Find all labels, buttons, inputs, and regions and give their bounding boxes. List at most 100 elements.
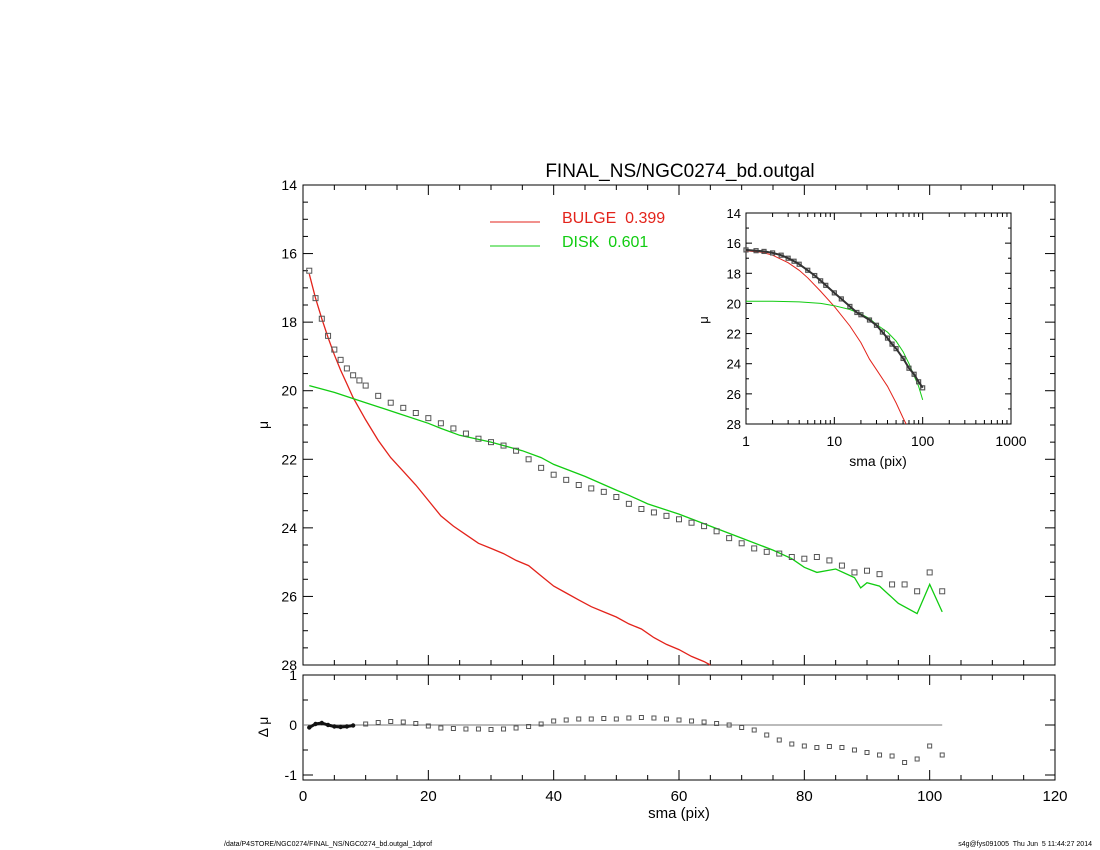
main-data-point [939, 588, 946, 595]
residual-data-point [776, 737, 782, 743]
main-data-point [801, 555, 808, 562]
main-data-point [600, 488, 607, 495]
residual-data-point [726, 722, 732, 728]
main-data-point [437, 420, 444, 427]
main-data-point [362, 382, 369, 389]
main-data-point [701, 523, 708, 530]
main-data-point [525, 456, 532, 463]
disk-model-line [309, 384, 943, 615]
inset-data-point [831, 290, 837, 296]
inset-y-tick-label: 14 [727, 206, 741, 221]
main-data-point [663, 512, 670, 519]
inset-data-point [884, 335, 891, 341]
main-data-point [513, 447, 520, 454]
inset-data-point [873, 322, 880, 328]
residual-series-group [303, 715, 945, 765]
residual-data-point [889, 753, 895, 759]
residual-data-point [438, 725, 444, 731]
inset-y-tick-label: 18 [727, 266, 741, 281]
residual-data-point [626, 715, 632, 721]
residual-inner-trace [308, 721, 354, 729]
inset-y-tick-label: 28 [727, 417, 741, 432]
main-data-point [425, 415, 432, 422]
main-profile-panel: FINAL_NS/NGC0274_bd.outgal 14 16 18 20 22 24 2… [255, 161, 1056, 673]
inset-data-point [889, 341, 895, 347]
residual-data-point [864, 750, 870, 755]
main-data-point [306, 267, 313, 274]
main-y-tick-label: 14 [281, 177, 297, 193]
main-data-point [412, 410, 419, 416]
main-title: FINAL_NS/NGC0274_bd.outgal [545, 161, 814, 182]
residual-data-point [927, 743, 933, 749]
main-y-tick-label: 22 [281, 451, 297, 467]
inset-data-point [916, 379, 922, 385]
inset-data-point [847, 303, 853, 310]
residual-y-axis-label: Δ μ [255, 717, 271, 738]
bulge-model-line [308, 273, 711, 666]
residual-data-point [488, 727, 494, 732]
main-data-point [475, 435, 482, 442]
main-series-group [306, 267, 946, 666]
main-data-point [851, 569, 858, 576]
residual-data-point [400, 719, 406, 725]
residual-data-point [689, 718, 695, 724]
main-data-point [788, 554, 795, 560]
residual-data-point [651, 715, 657, 721]
residual-data-point [425, 723, 431, 729]
residual-data-point [563, 717, 569, 723]
legend: BULGE 0.399 DISK 0.601 [490, 210, 665, 251]
main-data-point [550, 471, 557, 478]
main-data-point [688, 519, 695, 526]
residual-plot-frame [302, 674, 1056, 781]
main-data-point [563, 476, 570, 483]
residual-data-point [375, 720, 381, 725]
main-y-tick-label: 18 [281, 314, 297, 330]
inset-y-axis-label: μ [696, 316, 711, 324]
footer-timestamp: s4g@fys091005 Thu Jun 5 11:44:27 2014 [958, 841, 1092, 848]
main-data-point [838, 562, 845, 569]
residual-data-point [475, 726, 481, 732]
main-y-tick-label: 20 [281, 383, 297, 399]
inset-plot-frame [745, 212, 1012, 425]
main-data-point [575, 482, 582, 488]
inset-y-tick-label: 20 [727, 296, 741, 311]
main-data-point [864, 567, 870, 574]
inset-x-tick-label: 1 [742, 433, 750, 449]
main-data-point [889, 581, 896, 588]
inset-log-panel: 14 16 18 20 22 24 26 281 10 100 1000 sma (pix) μ [696, 206, 1027, 469]
main-data-point [318, 315, 325, 322]
inset-x-axis-label: sma (pix) [849, 453, 907, 469]
residual-data-point [601, 716, 607, 721]
main-data-point [638, 506, 645, 512]
residual-data-point [701, 719, 707, 725]
residual-data-point [789, 741, 795, 747]
inset-x-tick-label: 10 [827, 433, 843, 449]
residual-data-point [839, 745, 845, 750]
inset-axis-ticks: 14 16 18 20 22 24 26 281 10 100 1000 [727, 206, 1027, 449]
residual-data-point [939, 752, 945, 758]
inset-y-tick-label: 24 [727, 357, 741, 372]
inset-data-point [900, 355, 906, 362]
residual-data-point [877, 752, 883, 758]
main-y-tick-label: 26 [281, 588, 297, 604]
residual-y-tick-label: 1 [289, 667, 297, 683]
residual-data-point [513, 725, 519, 731]
inset-data-point [796, 261, 802, 267]
residual-x-tick-label: 100 [917, 788, 942, 805]
main-data-point [400, 404, 407, 411]
main-axis-ticks: 14 16 18 20 22 24 26 28 [281, 177, 1056, 673]
main-data-point [387, 399, 394, 406]
inset-data-trace [745, 248, 924, 389]
main-data-point [343, 365, 350, 372]
main-data-point [713, 528, 720, 535]
main-data-point [356, 377, 363, 384]
residual-data-point [501, 726, 507, 732]
inset-data-point [838, 296, 844, 302]
main-data-point [462, 430, 469, 437]
inset-data-point [920, 385, 926, 391]
inset-bulge-line [745, 250, 907, 425]
inset-data-point [911, 371, 917, 377]
inset-data-point [866, 317, 873, 323]
main-data-point [751, 545, 758, 552]
main-data-point [776, 550, 783, 557]
